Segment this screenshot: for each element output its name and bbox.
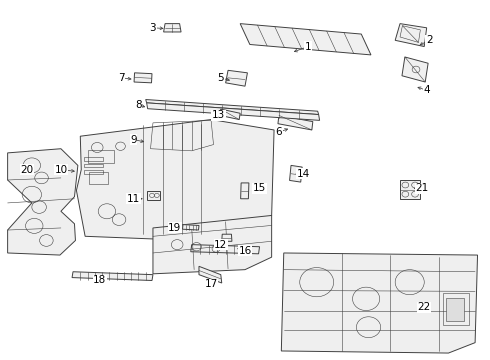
- Polygon shape: [222, 234, 232, 241]
- Polygon shape: [402, 57, 428, 82]
- Text: 11: 11: [127, 194, 140, 204]
- Polygon shape: [278, 115, 313, 130]
- Polygon shape: [400, 180, 420, 199]
- Text: 12: 12: [214, 240, 227, 249]
- Text: 15: 15: [253, 183, 266, 193]
- Text: 14: 14: [296, 169, 310, 179]
- Polygon shape: [225, 70, 247, 86]
- Polygon shape: [146, 99, 318, 114]
- Text: 16: 16: [238, 246, 252, 256]
- Text: 6: 6: [275, 127, 282, 137]
- Polygon shape: [241, 183, 249, 199]
- Bar: [88, 150, 114, 163]
- Polygon shape: [220, 109, 240, 120]
- Polygon shape: [182, 225, 199, 230]
- Polygon shape: [164, 24, 181, 32]
- Text: 17: 17: [204, 279, 218, 289]
- Text: 5: 5: [218, 73, 224, 83]
- Polygon shape: [72, 272, 153, 280]
- Text: 2: 2: [426, 35, 432, 45]
- Polygon shape: [153, 215, 271, 274]
- Polygon shape: [134, 73, 152, 83]
- Text: 3: 3: [149, 23, 156, 33]
- Text: 21: 21: [415, 183, 428, 193]
- Polygon shape: [147, 103, 319, 120]
- Bar: [84, 170, 102, 174]
- Bar: [84, 157, 102, 161]
- Polygon shape: [395, 24, 427, 46]
- Bar: [446, 298, 465, 320]
- Text: 10: 10: [54, 165, 68, 175]
- Text: 9: 9: [130, 135, 137, 145]
- Text: 4: 4: [423, 85, 430, 95]
- Polygon shape: [191, 245, 260, 254]
- Text: 13: 13: [212, 111, 225, 120]
- Polygon shape: [199, 266, 222, 283]
- Bar: [442, 293, 469, 325]
- Polygon shape: [147, 191, 160, 199]
- Polygon shape: [281, 253, 478, 353]
- Bar: [84, 164, 102, 167]
- Text: 19: 19: [168, 223, 181, 233]
- Text: 1: 1: [305, 41, 311, 51]
- Text: 22: 22: [417, 302, 431, 312]
- Text: 7: 7: [118, 73, 125, 83]
- Text: 20: 20: [21, 165, 33, 175]
- Bar: [89, 172, 108, 184]
- Polygon shape: [76, 120, 274, 240]
- Text: 8: 8: [135, 100, 142, 110]
- Polygon shape: [240, 24, 371, 55]
- Polygon shape: [290, 165, 302, 182]
- Text: 18: 18: [93, 275, 106, 285]
- Polygon shape: [8, 149, 78, 255]
